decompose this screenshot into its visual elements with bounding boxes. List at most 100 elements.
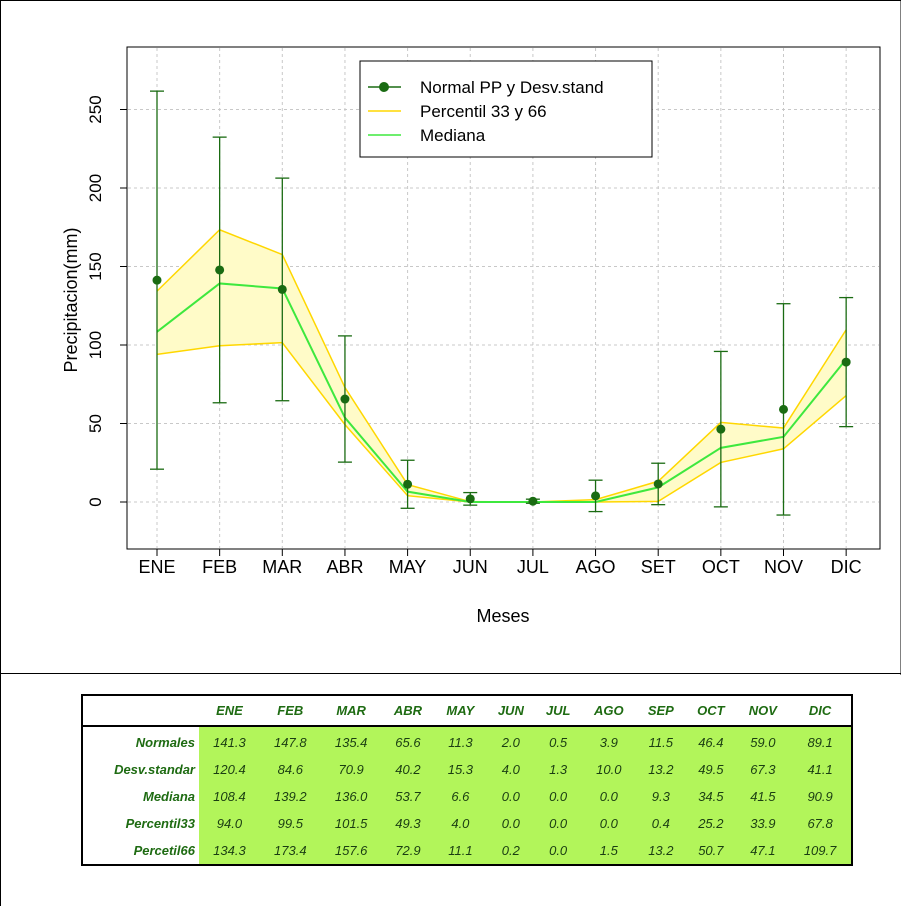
table-cell: 157.6 <box>320 837 382 865</box>
table-cell: 94.0 <box>199 810 260 837</box>
table-cell: 4.0 <box>434 810 487 837</box>
percentil-33-line <box>156 341 847 503</box>
table-cell: 3.9 <box>581 726 637 756</box>
table-cell: 13.2 <box>636 837 686 865</box>
table-cell: 89.1 <box>789 726 852 756</box>
normal-points <box>152 265 851 506</box>
y-tick-label: 0 <box>86 497 105 506</box>
table-cell: 99.5 <box>259 810 321 837</box>
legend-marker-normal <box>379 82 389 92</box>
legend-box <box>359 60 653 158</box>
table-cell: 59.0 <box>736 726 790 756</box>
table-cell: 2.0 <box>486 726 536 756</box>
table-cell: 1.3 <box>535 756 582 783</box>
table-cell: 139.2 <box>259 783 321 810</box>
x-axis: ENE FEB MAR ABR MAY JUN JUL AGO SET OCT NOV DIC <box>138 549 862 577</box>
table-cell: 147.8 <box>259 726 321 756</box>
table-body: Normales 141.3 147.8 135.4 65.6 11.3 2.0 0.5 3.9… <box>82 726 852 865</box>
table-cell: 11.5 <box>636 726 686 756</box>
table-cell: 135.4 <box>320 726 382 756</box>
table-column-header: DIC <box>789 695 852 727</box>
table-column-header: OCT <box>685 695 737 727</box>
table-row: Desv.standar 120.4 84.6 70.9 40.2 15.3 4.0 1.3 1… <box>82 756 852 783</box>
normal-point <box>528 496 538 506</box>
y-tick-label: 50 <box>86 414 105 433</box>
table-column-header: ABR <box>381 695 435 727</box>
normal-point <box>152 275 162 285</box>
x-tick-label: JUL <box>517 557 549 577</box>
table-cell: 33.9 <box>736 810 790 837</box>
table-cell: 67.3 <box>736 756 790 783</box>
normal-point <box>841 357 851 367</box>
table-column-header: MAY <box>434 695 487 727</box>
y-tick-label: 100 <box>86 331 105 359</box>
table-cell: 0.0 <box>535 783 582 810</box>
table-row: Percetil66 134.3 173.4 157.6 72.9 11.1 0.2 0.0 1… <box>82 837 852 865</box>
table-row: Percentil33 94.0 99.5 101.5 49.3 4.0 0.0 0.0 0.0… <box>82 810 852 837</box>
table-cell: 0.0 <box>581 810 637 837</box>
x-tick-label: MAR <box>262 557 302 577</box>
table-cell: 49.5 <box>685 756 737 783</box>
x-tick-label: MAY <box>389 557 427 577</box>
x-tick-label: AGO <box>576 557 616 577</box>
legend-label-normal: Normal PP y Desv.stand <box>420 78 604 97</box>
table-cell: 72.9 <box>381 837 435 865</box>
table-cell: 47.1 <box>736 837 790 865</box>
table-cell: 6.6 <box>434 783 487 810</box>
table-cell: 0.0 <box>535 837 582 865</box>
y-tick-label: 200 <box>86 174 105 202</box>
table-row: Mediana 108.4 139.2 136.0 53.7 6.6 0.0 0.0 0.0 9.… <box>82 783 852 810</box>
normal-point <box>215 265 225 275</box>
table-column-header: JUL <box>535 695 582 727</box>
data-table: ENE FEB MAR ABR MAY JUN JUL AGO SEP OCT NOV DIC Nor… <box>81 694 853 866</box>
table-cell: 0.0 <box>486 810 536 837</box>
table-cell: 0.2 <box>486 837 536 865</box>
table-row: Normales 141.3 147.8 135.4 65.6 11.3 2.0 0.5 3.9… <box>82 726 852 756</box>
table-cell: 84.6 <box>259 756 321 783</box>
table-cell: 136.0 <box>320 783 382 810</box>
table-cell: 101.5 <box>320 810 382 837</box>
x-tick-label: SET <box>641 557 676 577</box>
normal-point <box>716 424 726 434</box>
x-tick-label: ENE <box>138 557 175 577</box>
table-cell: 173.4 <box>259 837 321 865</box>
table-cell: 41.1 <box>789 756 852 783</box>
table-cell: 50.7 <box>685 837 737 865</box>
table-cell: 108.4 <box>199 783 260 810</box>
x-tick-label: DIC <box>831 557 862 577</box>
x-tick-label: JUN <box>453 557 488 577</box>
table-column-header: MAR <box>320 695 382 727</box>
table-cell: 40.2 <box>381 756 435 783</box>
y-tick-label: 250 <box>86 95 105 123</box>
table-column-header: SEP <box>636 695 686 727</box>
table-cell: 10.0 <box>581 756 637 783</box>
table-cell: 0.0 <box>535 810 582 837</box>
table-cell: 109.7 <box>789 837 852 865</box>
normal-point <box>591 491 601 501</box>
table-row-label: Mediana <box>82 783 199 810</box>
table-cell: 11.3 <box>434 726 487 756</box>
table-cell: 134.3 <box>199 837 260 865</box>
normal-point <box>653 479 663 489</box>
table-corner-cell <box>82 695 199 727</box>
normal-point <box>465 494 475 504</box>
table-cell: 141.3 <box>199 726 260 756</box>
table-cell: 53.7 <box>381 783 435 810</box>
table-cell: 65.6 <box>381 726 435 756</box>
table-column-header: AGO <box>581 695 637 727</box>
x-tick-label: NOV <box>764 557 803 577</box>
table-column-header: FEB <box>259 695 321 727</box>
table-cell: 4.0 <box>486 756 536 783</box>
table-header-row: ENE FEB MAR ABR MAY JUN JUL AGO SEP OCT NOV DIC <box>82 695 852 727</box>
mediana-line <box>156 282 847 503</box>
x-tick-label: ABR <box>326 557 363 577</box>
y-axis: 0 50 100 150 200 250 <box>86 95 127 507</box>
legend-label-mediana: Mediana <box>420 126 486 145</box>
normal-point <box>779 404 788 414</box>
table-cell: 90.9 <box>789 783 852 810</box>
table-cell: 0.5 <box>535 726 582 756</box>
table-cell: 41.5 <box>736 783 790 810</box>
table-row-label: Desv.standar <box>82 756 199 783</box>
table-column-header: ENE <box>199 695 260 727</box>
